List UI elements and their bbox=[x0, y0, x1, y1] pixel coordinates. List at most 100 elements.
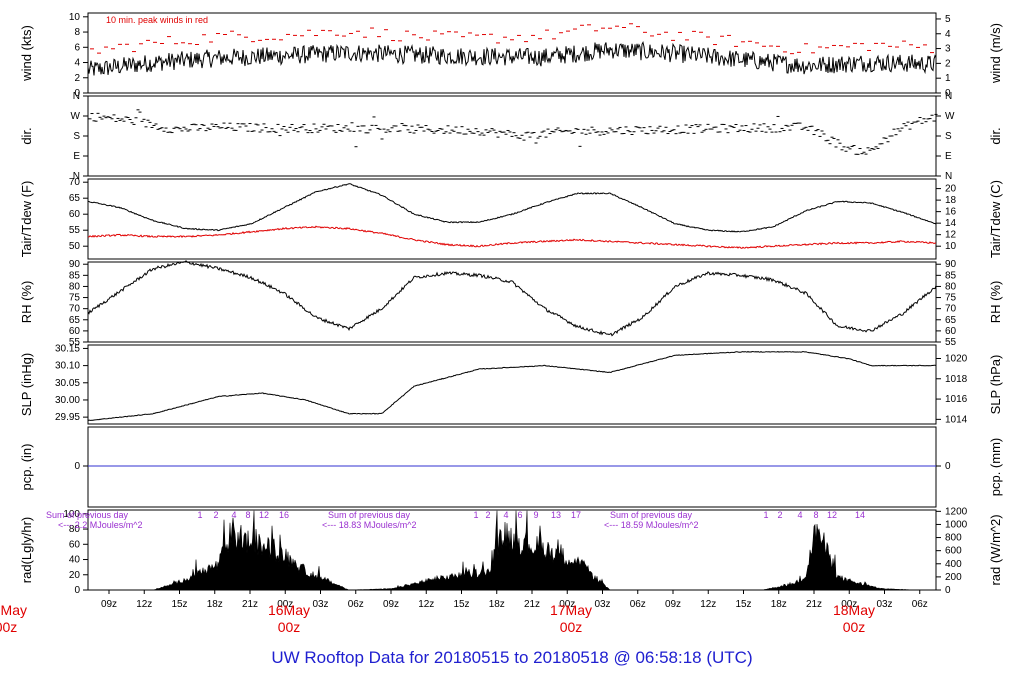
rh-ylabel: RH (%) bbox=[19, 281, 34, 324]
temp-right-tick-label: 18 bbox=[945, 195, 957, 206]
wind-left-tick-label: 0 bbox=[74, 88, 80, 99]
rad-right-tick-label: 800 bbox=[945, 533, 962, 544]
temp-left-tick-label: 65 bbox=[69, 193, 81, 204]
rad-left-tick-label: 60 bbox=[69, 539, 81, 550]
x-tick-label: 21z bbox=[806, 599, 822, 610]
wind-left-tick-label: 10 bbox=[69, 12, 81, 23]
wind-left-tick-label: 2 bbox=[74, 73, 80, 84]
temp-right-tick-label: 20 bbox=[945, 184, 957, 195]
rh-left-tick-label: 70 bbox=[69, 304, 81, 315]
x-day-label: 16May bbox=[268, 602, 310, 618]
x-day-label: 17May bbox=[550, 602, 592, 618]
x-tick-label: 03z bbox=[594, 599, 610, 610]
x-tick-label: 12z bbox=[700, 599, 716, 610]
rad-hour-marker: 1 bbox=[197, 510, 202, 520]
x-tick-label: 06z bbox=[912, 599, 928, 610]
rad-left-tick-label: 40 bbox=[69, 555, 81, 566]
slp-right-tick-label: 1014 bbox=[945, 414, 968, 425]
rad-hour-marker: 2 bbox=[213, 510, 218, 520]
rad-hour-marker: 8 bbox=[813, 510, 818, 520]
slp-right-tick-label: 1016 bbox=[945, 394, 968, 405]
wind-right-tick-label: 3 bbox=[945, 44, 951, 55]
x-tick-label: 09z bbox=[101, 599, 117, 610]
panel-frame-4 bbox=[87, 344, 937, 425]
x-tick-label: 18z bbox=[489, 599, 505, 610]
slp-left-tick-label: 30.05 bbox=[55, 378, 80, 389]
slp-ylabel: SLP (inHg) bbox=[19, 353, 34, 416]
rad-hour-marker: 2 bbox=[777, 510, 782, 520]
wind-right-tick-label: 4 bbox=[945, 29, 951, 40]
panel-frame-3 bbox=[87, 261, 937, 343]
x-day-label: 15May bbox=[0, 602, 27, 618]
x-tick-label: 03z bbox=[312, 599, 328, 610]
dir-series bbox=[88, 109, 938, 155]
wind-mean-series bbox=[87, 40, 937, 76]
rad-right-tick-label: 1000 bbox=[945, 519, 968, 530]
rad-hour-marker: 4 bbox=[503, 510, 508, 520]
rad-daily-sum-value: <--- 18.83 MJoules/m^2 bbox=[322, 520, 417, 530]
wind-left-tick-label: 8 bbox=[74, 27, 80, 38]
x-day-time-label: 00z bbox=[560, 619, 583, 635]
x-tick-label: 18z bbox=[207, 599, 223, 610]
x-tick-label: 18z bbox=[771, 599, 787, 610]
rad-right-tick-label: 0 bbox=[945, 585, 951, 596]
temp-left-tick-label: 70 bbox=[69, 177, 81, 188]
dir-right-tick-label: E bbox=[945, 151, 952, 162]
rh-left-tick-label: 75 bbox=[69, 293, 81, 304]
wind-left-tick-label: 4 bbox=[74, 58, 80, 69]
rad-hour-marker: 1 bbox=[763, 510, 768, 520]
rad-left-tick-label: 0 bbox=[74, 585, 80, 596]
rad-hour-marker: 14 bbox=[855, 510, 865, 520]
temp-tair-series bbox=[87, 183, 937, 233]
dir-left-tick-label: E bbox=[73, 151, 80, 162]
rad-daily-sum-title: Sum of previous day bbox=[610, 510, 693, 520]
dir-ylabel-right: dir. bbox=[988, 127, 1003, 144]
rh-left-tick-label: 55 bbox=[69, 337, 81, 348]
rad-left-tick-label: 100 bbox=[63, 509, 80, 520]
temp-right-tick-label: 14 bbox=[945, 218, 957, 229]
temp-right-tick-label: 10 bbox=[945, 241, 957, 252]
rh-right-tick-label: 70 bbox=[945, 304, 957, 315]
rh-right-tick-label: 55 bbox=[945, 337, 957, 348]
rh-right-tick-label: 80 bbox=[945, 281, 957, 292]
x-tick-label: 09z bbox=[383, 599, 399, 610]
slp-right-tick-label: 1020 bbox=[945, 353, 968, 364]
dir-left-tick-label: N bbox=[73, 91, 80, 102]
rad-hour-marker: 17 bbox=[571, 510, 581, 520]
rad-hour-marker: 2 bbox=[485, 510, 490, 520]
x-tick-label: 09z bbox=[665, 599, 681, 610]
dir-left-tick-label: S bbox=[73, 131, 80, 142]
x-tick-label: 06z bbox=[348, 599, 364, 610]
panel-frame-5 bbox=[87, 426, 937, 508]
rh-left-tick-label: 80 bbox=[69, 281, 81, 292]
rh-right-tick-label: 75 bbox=[945, 293, 957, 304]
rh-right-tick-label: 90 bbox=[945, 259, 957, 270]
rh-left-tick-label: 60 bbox=[69, 326, 81, 337]
pcp-left-tick-label: 0 bbox=[74, 461, 80, 472]
x-tick-label: 15z bbox=[735, 599, 751, 610]
rh-left-tick-label: 65 bbox=[69, 315, 81, 326]
rad-hour-marker: 8 bbox=[245, 510, 250, 520]
rad-right-tick-label: 400 bbox=[945, 559, 962, 570]
rh-series bbox=[87, 260, 937, 337]
slp-right-tick-label: 1018 bbox=[945, 374, 968, 385]
x-tick-label: 21z bbox=[242, 599, 258, 610]
x-day-time-label: 00z bbox=[0, 619, 17, 635]
dir-right-tick-label: N bbox=[945, 171, 952, 182]
rad-hour-marker: 6 bbox=[517, 510, 522, 520]
rad-daily-sum-title: Sum of previous day bbox=[46, 510, 129, 520]
slp-series bbox=[87, 350, 937, 422]
x-day-time-label: 00z bbox=[843, 619, 866, 635]
pcp-ylabel-right: pcp. (mm) bbox=[988, 438, 1003, 497]
rh-right-tick-label: 65 bbox=[945, 315, 957, 326]
wind-annotation: 10 min. peak winds in red bbox=[106, 15, 208, 25]
rad-hour-marker: 4 bbox=[231, 510, 236, 520]
dir-right-tick-label: W bbox=[945, 111, 955, 122]
rad-hour-marker: 13 bbox=[551, 510, 561, 520]
rad-hour-marker: 12 bbox=[827, 510, 837, 520]
temp-ylabel-right: Tair/Tdew (C) bbox=[988, 180, 1003, 258]
panel-frame-2 bbox=[87, 178, 937, 260]
wind-right-tick-label: 1 bbox=[945, 73, 951, 84]
x-tick-label: 03z bbox=[876, 599, 892, 610]
